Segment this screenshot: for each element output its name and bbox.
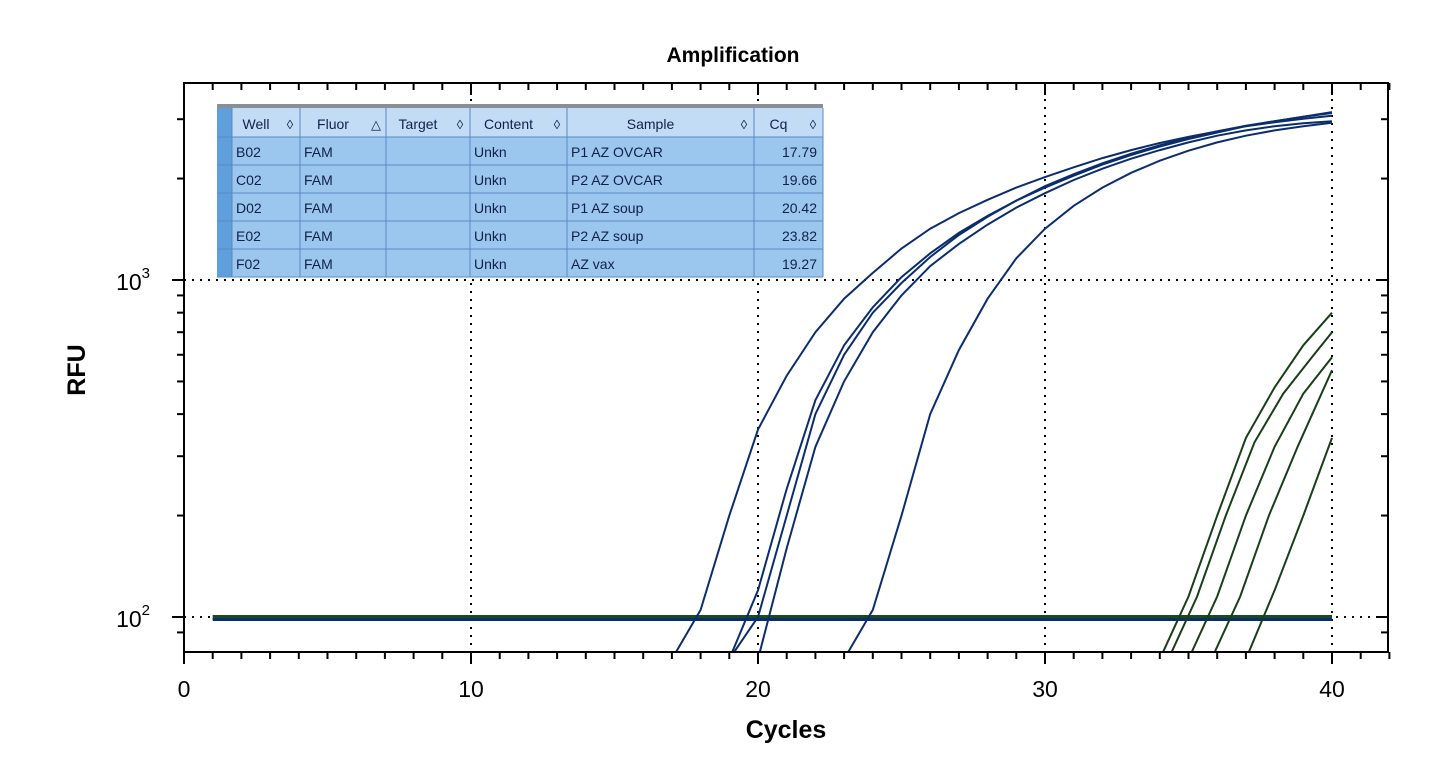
table-cell: FAM	[304, 144, 333, 160]
table-cell: P2 AZ soup	[571, 228, 644, 244]
table-cell: P2 AZ OVCAR	[571, 172, 663, 188]
y-axis-title: RFU	[63, 344, 91, 395]
table-cell: 20.42	[782, 200, 817, 216]
x-tick-label: 10	[458, 676, 484, 702]
series-line-D02	[732, 114, 1333, 652]
x-tick-label: 40	[1319, 676, 1345, 702]
x-tick-labels: 0 10 20 30 40	[178, 676, 1345, 702]
table-cell: P1 AZ OVCAR	[571, 144, 663, 160]
series-line-green-3	[1190, 356, 1333, 652]
series-line-green-5	[1247, 437, 1333, 652]
y-tick-labels: 102 103	[116, 265, 150, 632]
table-header-fluor[interactable]: Fluor	[317, 116, 349, 132]
table-cell: D02	[236, 200, 262, 216]
chart-title: Amplification	[666, 44, 799, 67]
well-table[interactable]: Well ◊ Fluor △ Target ◊ Content ◊ Sample ◊ Cq ◊ B02 F…	[217, 104, 824, 278]
table-cell: P1 AZ soup	[571, 200, 644, 216]
sort-icon[interactable]: ◊	[741, 117, 748, 132]
table-cell: B02	[236, 144, 261, 160]
table-header-target[interactable]: Target	[399, 116, 438, 132]
table-header-well[interactable]: Well	[243, 116, 270, 132]
x-tick-label: 20	[745, 676, 771, 702]
table-cell: 19.27	[782, 256, 817, 272]
baseline	[212, 614, 1332, 621]
sort-icon[interactable]: ◊	[554, 117, 561, 132]
x-axis-title: Cycles	[746, 716, 827, 744]
series-line-green-2	[1170, 331, 1333, 652]
table-cell: AZ vax	[571, 256, 615, 272]
table-cell: Unkn	[474, 172, 507, 188]
series-line-green-1	[1161, 312, 1333, 652]
y-tick-label: 103	[116, 265, 150, 295]
sort-icon[interactable]: ◊	[287, 117, 294, 132]
table-cell: Unkn	[474, 200, 507, 216]
table-cell: 23.82	[782, 228, 817, 244]
table-cell: FAM	[304, 200, 333, 216]
table-cell: FAM	[304, 228, 333, 244]
table-cell: F02	[236, 256, 260, 272]
table-cell: Unkn	[474, 144, 507, 160]
table-header-sample[interactable]: Sample	[627, 116, 675, 132]
sort-icon[interactable]: ◊	[810, 117, 817, 132]
table-cell: Unkn	[474, 256, 507, 272]
table-cell: Unkn	[474, 228, 507, 244]
table-header-cq[interactable]: Cq	[770, 116, 788, 132]
table-cell: E02	[236, 228, 261, 244]
table-cell: FAM	[304, 172, 333, 188]
series-line-green-4	[1213, 369, 1333, 652]
table-cell: 19.66	[782, 172, 817, 188]
x-tick-label: 0	[178, 676, 191, 702]
series-line-F02	[758, 120, 1333, 652]
sort-icon[interactable]: ◊	[457, 117, 464, 132]
table-top-border	[217, 104, 823, 108]
series-line-E02	[847, 121, 1333, 652]
table-cell: FAM	[304, 256, 333, 272]
x-tick-label: 30	[1032, 676, 1058, 702]
table-header-row	[217, 108, 823, 137]
table-header-content[interactable]: Content	[484, 116, 533, 132]
axis-ticks	[172, 83, 1391, 664]
table-cell: C02	[236, 172, 262, 188]
y-tick-label: 102	[116, 602, 150, 632]
series-lines	[674, 111, 1333, 652]
table-cell: 17.79	[782, 144, 817, 160]
sort-icon[interactable]: △	[371, 117, 381, 132]
